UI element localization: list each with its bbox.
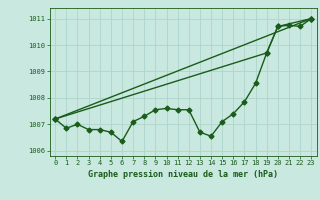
X-axis label: Graphe pression niveau de la mer (hPa): Graphe pression niveau de la mer (hPa) <box>88 170 278 179</box>
